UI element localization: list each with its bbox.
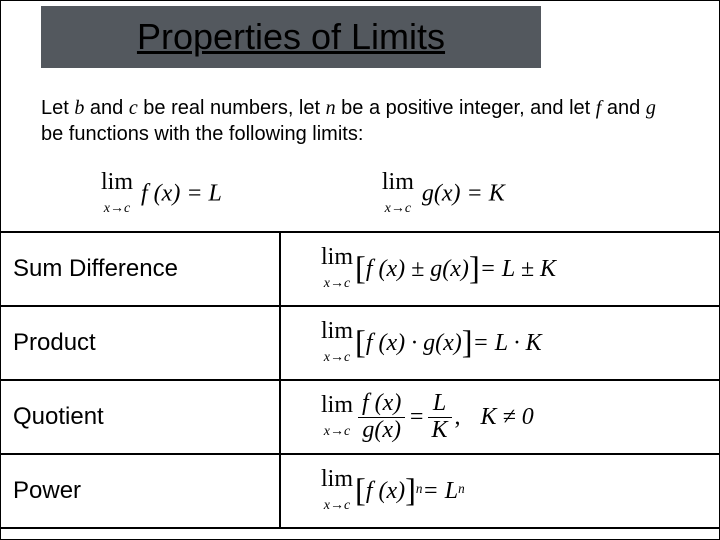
lim-label: lim (382, 169, 414, 195)
intro-var-n: n (326, 97, 336, 119)
lim-sub: x→c (324, 424, 350, 439)
fraction-rhs: L K (428, 391, 452, 442)
intro-part: be real numbers, let (138, 97, 326, 119)
table-row: Quotient lim x→c f (x) g(x) = L K , K ≠ … (1, 381, 720, 455)
lim-label: lim (321, 392, 353, 418)
premise-f-body: f (x) = L (141, 180, 222, 206)
table-row: Product lim x→c [ f (x) · g(x)] = L · K (1, 307, 720, 381)
properties-table: Sum Difference lim x→c [ f (x) ± g(x)] =… (1, 231, 720, 529)
lim-symbol: lim x→c (321, 246, 353, 292)
lim-symbol: lim x→c (101, 171, 133, 217)
slide: Properties of Limits Let b and c be real… (0, 0, 720, 540)
bracket-right-icon: ] (462, 325, 473, 362)
table-row: Power lim x→c [ f (x)]n = Ln (1, 455, 720, 529)
bracket-left-icon: [ (355, 251, 366, 288)
bracket-left-icon: [ (355, 473, 366, 510)
intro-part: be functions with the following limits: (41, 123, 363, 145)
lim-label: lim (321, 244, 353, 270)
lim-sub: x→c (104, 201, 130, 216)
formula-body: f (x) (366, 478, 405, 505)
intro-part: and (84, 97, 128, 119)
intro-text: Let b and c be real numbers, let n be a … (41, 95, 681, 147)
intro-part: be a positive integer, and let (336, 97, 596, 119)
lim-label: lim (321, 466, 353, 492)
premise-row: lim x→c f (x) = L lim x→c g(x) = K (101, 171, 661, 217)
page-title: Properties of Limits (137, 16, 445, 58)
row-label-quotient: Quotient (1, 381, 281, 453)
bracket-right-icon: ] (405, 473, 416, 510)
lim-sub: x→c (385, 201, 411, 216)
lim-symbol: lim x→c (321, 320, 353, 366)
row-label-sum-diff: Sum Difference (1, 233, 281, 305)
lim-symbol: lim x→c (321, 468, 353, 514)
intro-part: Let (41, 97, 74, 119)
intro-var-c: c (129, 97, 138, 119)
formula-rhs: = L (423, 478, 459, 505)
row-label-product: Product (1, 307, 281, 379)
intro-var-g: g (646, 97, 656, 119)
quotient-condition: K ≠ 0 (481, 404, 534, 431)
fraction-num: f (x) (358, 391, 405, 417)
premise-g: lim x→c g(x) = K (382, 171, 505, 217)
fraction-den: g(x) (358, 418, 405, 443)
lim-sub: x→c (324, 276, 350, 291)
row-formula-quotient: lim x→c f (x) g(x) = L K , K ≠ 0 (281, 381, 720, 453)
intro-var-b: b (74, 97, 84, 119)
formula-body: f (x) ± g(x) (366, 256, 469, 283)
table-row: Sum Difference lim x→c [ f (x) ± g(x)] =… (1, 231, 720, 307)
formula-body: f (x) · g(x) (366, 330, 462, 357)
intro-part: and (601, 97, 645, 119)
bracket-left-icon: [ (355, 325, 366, 362)
comma: , (455, 404, 461, 431)
lim-symbol: lim x→c (382, 171, 414, 217)
lim-sub: x→c (324, 350, 350, 365)
row-formula-power: lim x→c [ f (x)]n = Ln (281, 455, 720, 527)
row-formula-product: lim x→c [ f (x) · g(x)] = L · K (281, 307, 720, 379)
formula-rhs: = L ± K (480, 256, 556, 283)
equals: = (408, 404, 424, 431)
fraction-den: K (428, 418, 452, 443)
lim-label: lim (101, 169, 133, 195)
row-formula-sum-diff: lim x→c [ f (x) ± g(x)] = L ± K (281, 233, 720, 305)
row-label-power: Power (1, 455, 281, 527)
fraction-lhs: f (x) g(x) (358, 391, 405, 442)
exponent: n (416, 481, 423, 497)
premise-f: lim x→c f (x) = L (101, 171, 222, 217)
lim-sub: x→c (324, 498, 350, 513)
formula-rhs: = L · K (473, 330, 542, 357)
fraction-num: L (428, 391, 452, 417)
lim-label: lim (321, 318, 353, 344)
bracket-right-icon: ] (469, 251, 480, 288)
exponent: n (458, 481, 465, 497)
title-bar: Properties of Limits (41, 6, 541, 68)
lim-symbol: lim x→c (321, 394, 353, 440)
premise-g-body: g(x) = K (422, 180, 505, 206)
